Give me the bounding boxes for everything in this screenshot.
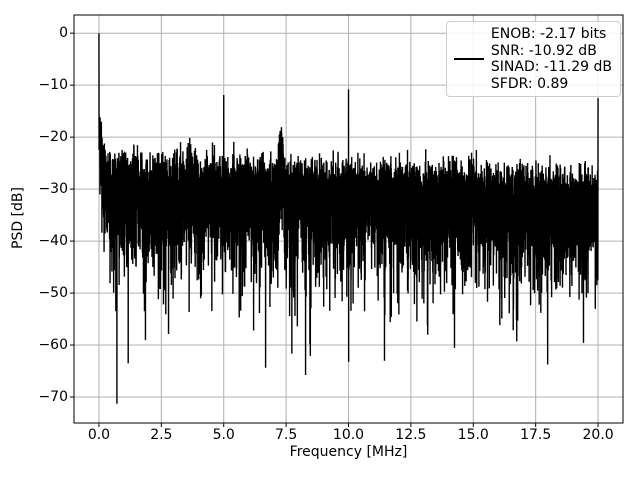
y-tick-label: −70: [38, 389, 68, 405]
y-tick-label: −10: [38, 77, 68, 94]
x-axis-label: Frequency [MHz]: [289, 444, 408, 460]
x-tick-label: 5.0: [212, 427, 235, 443]
legend-sinad-value: SINAD: -11.29 dB: [490, 59, 612, 75]
y-tick-label: −50: [38, 285, 68, 302]
legend-snr-value: SNR: -10.92 dB: [490, 42, 597, 59]
x-tick-label: 0.0: [87, 427, 111, 443]
y-tick-label: −40: [38, 233, 68, 250]
legend-enob-value: ENOB: -2.17 bits: [490, 26, 607, 42]
legend-text-block: ENOB: -2.17 bits SNR: -10.92 dB SINAD: -…: [491, 26, 612, 92]
legend: ENOB: -2.17 bits SNR: -10.92 dB SINAD: -…: [445, 21, 621, 97]
psd-trace: [98, 33, 599, 404]
y-tick-label: −20: [38, 129, 68, 146]
x-tick-label: 17.5: [520, 427, 552, 443]
y-tick-label: −60: [38, 337, 68, 354]
legend-line-sample-icon: [453, 58, 484, 60]
y-tick-label: −30: [38, 181, 68, 198]
x-tick-label: 20.0: [582, 427, 614, 443]
legend-sfdr-value: SFDR: 0.89: [490, 75, 569, 92]
x-tick-label: 12.5: [395, 427, 427, 443]
x-tick-label: 10.0: [332, 427, 365, 443]
x-tick-label: 2.5: [150, 427, 173, 443]
x-tick-label: 7.5: [274, 427, 298, 443]
y-tick-label: 0: [59, 25, 68, 42]
x-tick-label: 15.0: [457, 427, 489, 443]
